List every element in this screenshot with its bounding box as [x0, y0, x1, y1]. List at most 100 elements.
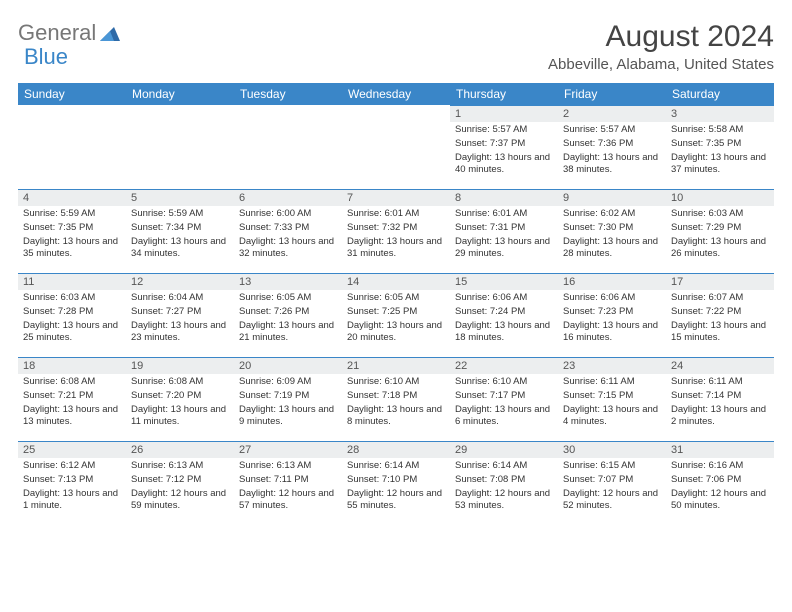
location: Abbeville, Alabama, United States [548, 56, 774, 73]
sunrise-line: Sunrise: 6:13 AM [131, 460, 229, 473]
day-number: 13 [234, 273, 342, 290]
sunset-line: Sunset: 7:32 PM [347, 222, 445, 235]
sunrise-line: Sunrise: 6:02 AM [563, 208, 661, 221]
sunset-line: Sunset: 7:24 PM [455, 306, 553, 319]
page-title: August 2024 [548, 20, 774, 54]
calendar-cell: 20Sunrise: 6:09 AMSunset: 7:19 PMDayligh… [234, 357, 342, 441]
sunset-line: Sunset: 7:26 PM [239, 306, 337, 319]
daylight-line: Daylight: 13 hours and 37 minutes. [671, 152, 769, 178]
daylight-line: Daylight: 13 hours and 32 minutes. [239, 236, 337, 262]
cell-body: Sunrise: 6:06 AMSunset: 7:24 PMDaylight:… [450, 290, 558, 348]
daylight-line: Daylight: 13 hours and 4 minutes. [563, 404, 661, 430]
daylight-line: Daylight: 13 hours and 6 minutes. [455, 404, 553, 430]
sunset-line: Sunset: 7:19 PM [239, 390, 337, 403]
sunset-line: Sunset: 7:12 PM [131, 474, 229, 487]
sunset-line: Sunset: 7:17 PM [455, 390, 553, 403]
sunset-line: Sunset: 7:23 PM [563, 306, 661, 319]
sunrise-line: Sunrise: 6:08 AM [131, 376, 229, 389]
day-number: 1 [450, 105, 558, 122]
logo-text-1: General [18, 20, 96, 46]
cell-body: Sunrise: 6:16 AMSunset: 7:06 PMDaylight:… [666, 458, 774, 516]
logo-text-2: Blue [24, 44, 68, 69]
calendar-cell: 3Sunrise: 5:58 AMSunset: 7:35 PMDaylight… [666, 105, 774, 189]
day-header: Wednesday [342, 83, 450, 105]
day-number: 3 [666, 105, 774, 122]
cell-body: Sunrise: 6:02 AMSunset: 7:30 PMDaylight:… [558, 206, 666, 264]
day-number: 6 [234, 189, 342, 206]
sunrise-line: Sunrise: 6:10 AM [455, 376, 553, 389]
daylight-line: Daylight: 13 hours and 23 minutes. [131, 320, 229, 346]
cell-body: Sunrise: 6:08 AMSunset: 7:20 PMDaylight:… [126, 374, 234, 432]
sunset-line: Sunset: 7:28 PM [23, 306, 121, 319]
sunrise-line: Sunrise: 6:06 AM [455, 292, 553, 305]
cell-body: Sunrise: 6:10 AMSunset: 7:17 PMDaylight:… [450, 374, 558, 432]
cell-body: Sunrise: 6:09 AMSunset: 7:19 PMDaylight:… [234, 374, 342, 432]
day-header: Thursday [450, 83, 558, 105]
sunset-line: Sunset: 7:36 PM [563, 138, 661, 151]
calendar-cell: 11 Sunrise: 6:03 AMSunset: 7:28 PMDayligh… [18, 273, 126, 357]
daylight-line: Daylight: 13 hours and 18 minutes. [455, 320, 553, 346]
day-number: 11 [18, 273, 126, 290]
logo-icon [100, 25, 120, 41]
sunset-line: Sunset: 7:14 PM [671, 390, 769, 403]
calendar-cell: 13Sunrise: 6:05 AMSunset: 7:26 PMDayligh… [234, 273, 342, 357]
cell-body: Sunrise: 6:05 AMSunset: 7:26 PMDaylight:… [234, 290, 342, 348]
daylight-line: Daylight: 13 hours and 25 minutes. [23, 320, 121, 346]
cell-body: Sunrise: 6:12 AMSunset: 7:13 PMDaylight:… [18, 458, 126, 516]
sunrise-line: Sunrise: 6:05 AM [347, 292, 445, 305]
sunset-line: Sunset: 7:13 PM [23, 474, 121, 487]
sunrise-line: Sunrise: 6:01 AM [455, 208, 553, 221]
calendar-cell: 26Sunrise: 6:13 AMSunset: 7:12 PMDayligh… [126, 441, 234, 525]
sunrise-line: Sunrise: 6:13 AM [239, 460, 337, 473]
daylight-line: Daylight: 13 hours and 15 minutes. [671, 320, 769, 346]
day-number: 9 [558, 189, 666, 206]
cell-body: Sunrise: 6:04 AMSunset: 7:27 PMDaylight:… [126, 290, 234, 348]
daylight-line: Daylight: 13 hours and 13 minutes. [23, 404, 121, 430]
daylight-line: Daylight: 12 hours and 59 minutes. [131, 488, 229, 514]
sunset-line: Sunset: 7:35 PM [23, 222, 121, 235]
cell-body: Sunrise: 6:14 AMSunset: 7:08 PMDaylight:… [450, 458, 558, 516]
sunset-line: Sunset: 7:25 PM [347, 306, 445, 319]
calendar-week: 4Sunrise: 5:59 AMSunset: 7:35 PMDaylight… [18, 189, 774, 273]
logo: General [18, 20, 122, 46]
sunrise-line: Sunrise: 6:09 AM [239, 376, 337, 389]
cell-body: Sunrise: 5:57 AMSunset: 7:37 PMDaylight:… [450, 122, 558, 180]
day-number: 19 [126, 357, 234, 374]
day-header: Monday [126, 83, 234, 105]
daylight-line: Daylight: 13 hours and 34 minutes. [131, 236, 229, 262]
calendar-table: SundayMondayTuesdayWednesdayThursdayFrid… [18, 83, 774, 525]
cell-body: Sunrise: 6:11 AMSunset: 7:14 PMDaylight:… [666, 374, 774, 432]
cell-body: Sunrise: 6:03 AMSunset: 7:29 PMDaylight:… [666, 206, 774, 264]
sunrise-line: Sunrise: 5:59 AM [23, 208, 121, 221]
calendar-body: 1Sunrise: 5:57 AMSunset: 7:37 PMDaylight… [18, 105, 774, 525]
daylight-line: Daylight: 13 hours and 16 minutes. [563, 320, 661, 346]
daylight-line: Daylight: 13 hours and 28 minutes. [563, 236, 661, 262]
title-block: August 2024 Abbeville, Alabama, United S… [548, 20, 774, 73]
calendar-cell: 28Sunrise: 6:14 AMSunset: 7:10 PMDayligh… [342, 441, 450, 525]
calendar-cell: 12Sunrise: 6:04 AMSunset: 7:27 PMDayligh… [126, 273, 234, 357]
cell-body: Sunrise: 6:10 AMSunset: 7:18 PMDaylight:… [342, 374, 450, 432]
cell-body: Sunrise: 5:59 AMSunset: 7:35 PMDaylight:… [18, 206, 126, 264]
sunrise-line: Sunrise: 6:14 AM [455, 460, 553, 473]
cell-body: Sunrise: 5:58 AMSunset: 7:35 PMDaylight:… [666, 122, 774, 180]
sunset-line: Sunset: 7:30 PM [563, 222, 661, 235]
calendar-cell: 2Sunrise: 5:57 AMSunset: 7:36 PMDaylight… [558, 105, 666, 189]
calendar-cell [342, 105, 450, 189]
sunset-line: Sunset: 7:10 PM [347, 474, 445, 487]
day-number: 17 [666, 273, 774, 290]
sunrise-line: Sunrise: 6:03 AM [23, 292, 121, 305]
sunrise-line: Sunrise: 6:00 AM [239, 208, 337, 221]
sunset-line: Sunset: 7:37 PM [455, 138, 553, 151]
calendar-week: 18Sunrise: 6:08 AMSunset: 7:21 PMDayligh… [18, 357, 774, 441]
cell-body: Sunrise: 6:06 AMSunset: 7:23 PMDaylight:… [558, 290, 666, 348]
sunset-line: Sunset: 7:06 PM [671, 474, 769, 487]
day-number: 16 [558, 273, 666, 290]
sunset-line: Sunset: 7:15 PM [563, 390, 661, 403]
calendar-cell: 29Sunrise: 6:14 AMSunset: 7:08 PMDayligh… [450, 441, 558, 525]
day-number: 8 [450, 189, 558, 206]
day-number: 22 [450, 357, 558, 374]
sunrise-line: Sunrise: 6:06 AM [563, 292, 661, 305]
calendar-cell: 23Sunrise: 6:11 AMSunset: 7:15 PMDayligh… [558, 357, 666, 441]
day-number: 20 [234, 357, 342, 374]
sunrise-line: Sunrise: 6:03 AM [671, 208, 769, 221]
